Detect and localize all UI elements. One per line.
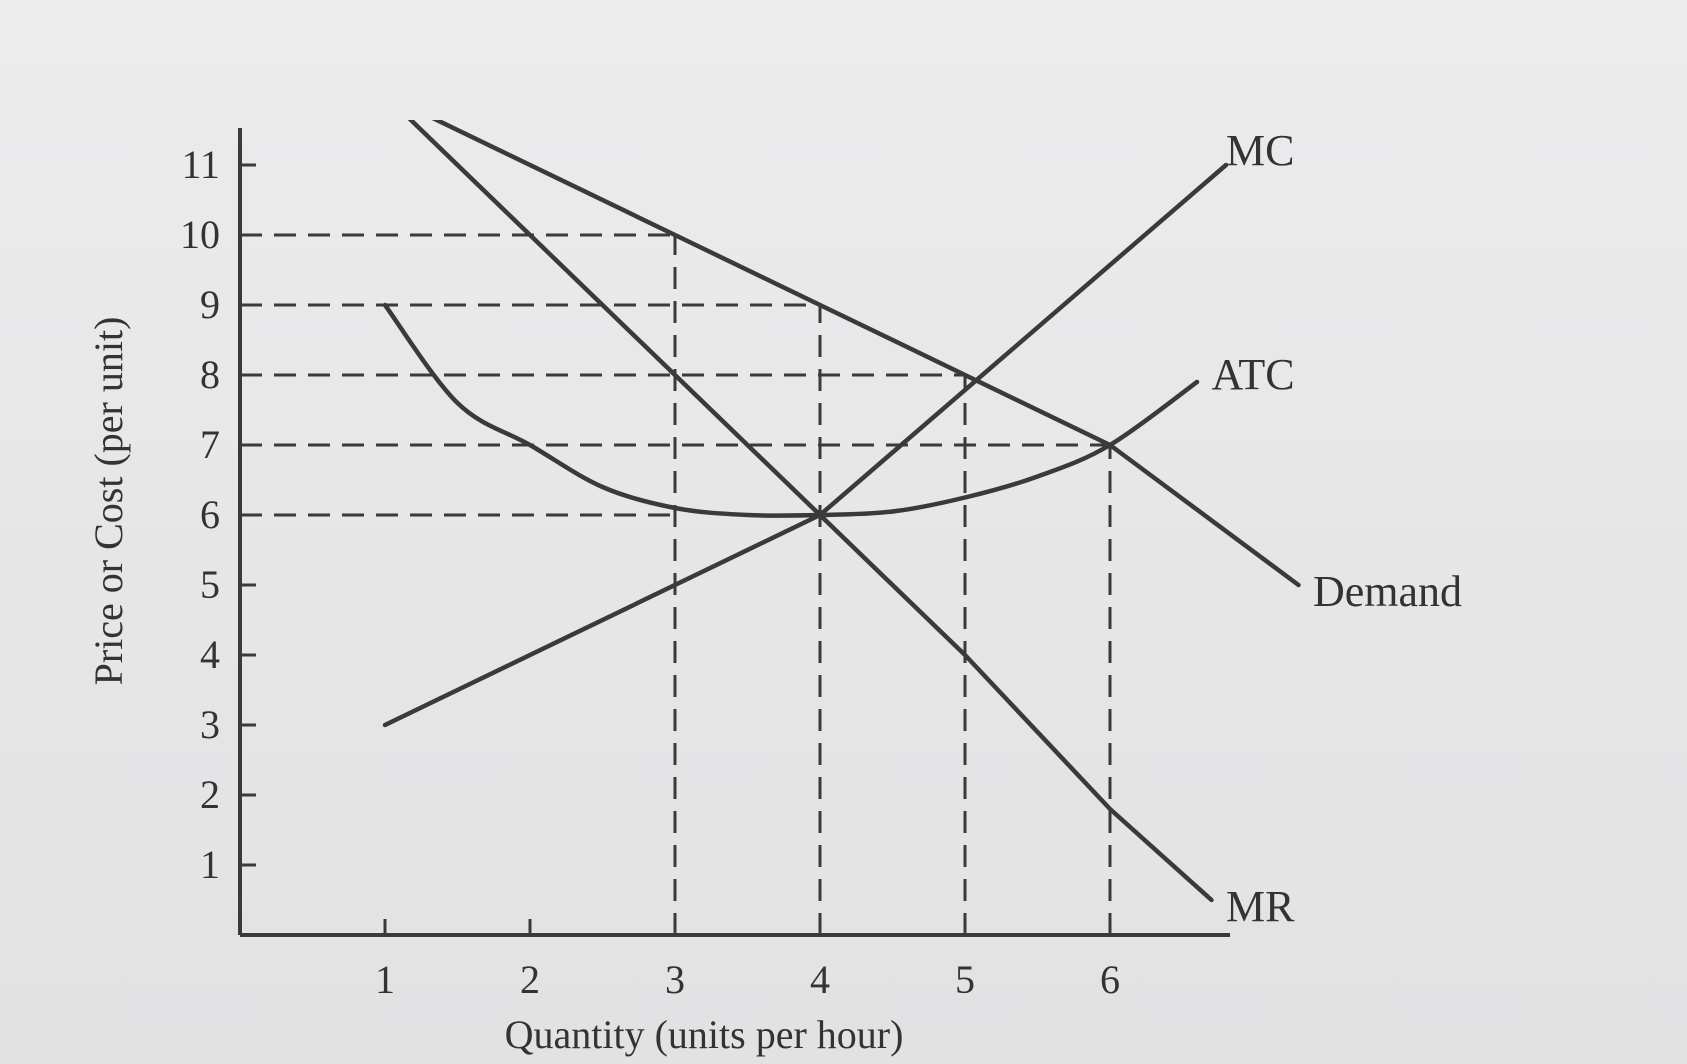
x-tick-label-4: 4	[810, 957, 830, 1002]
y-tick-label-3: 3	[200, 702, 220, 747]
mr-curve	[407, 120, 1214, 903]
y-tick-label-1: 1	[200, 842, 220, 887]
x-tick-label-2: 2	[520, 957, 540, 1002]
demand-label: Demand	[1313, 567, 1462, 616]
axes	[238, 128, 1230, 937]
y-tick-label-6: 6	[200, 492, 220, 537]
atc-label: ATC	[1212, 350, 1295, 399]
mr-label: MR	[1226, 882, 1295, 931]
y-axis-title: Price or Cost (per unit)	[86, 317, 131, 686]
y-tick-label-11: 11	[181, 142, 220, 187]
x-tick-label-3: 3	[665, 957, 685, 1002]
demand-curve	[431, 120, 1301, 588]
y-tick-label-5: 5	[200, 562, 220, 607]
x-tick-label-1: 1	[375, 957, 395, 1002]
y-tick-label-8: 8	[200, 352, 220, 397]
mc-label: MC	[1226, 126, 1294, 175]
x-tick-label-5: 5	[955, 957, 975, 1002]
y-tick-label-7: 7	[200, 422, 220, 467]
y-tick-label-10: 10	[180, 212, 220, 257]
y-tick-label-4: 4	[200, 632, 220, 677]
y-tick-label-2: 2	[200, 772, 220, 817]
y-tick-label-9: 9	[200, 282, 220, 327]
x-tick-label-6: 6	[1100, 957, 1120, 1002]
curves	[382, 120, 1301, 903]
x-axis-title: Quantity (units per hour)	[505, 1012, 904, 1057]
atc-curve	[382, 302, 1200, 518]
